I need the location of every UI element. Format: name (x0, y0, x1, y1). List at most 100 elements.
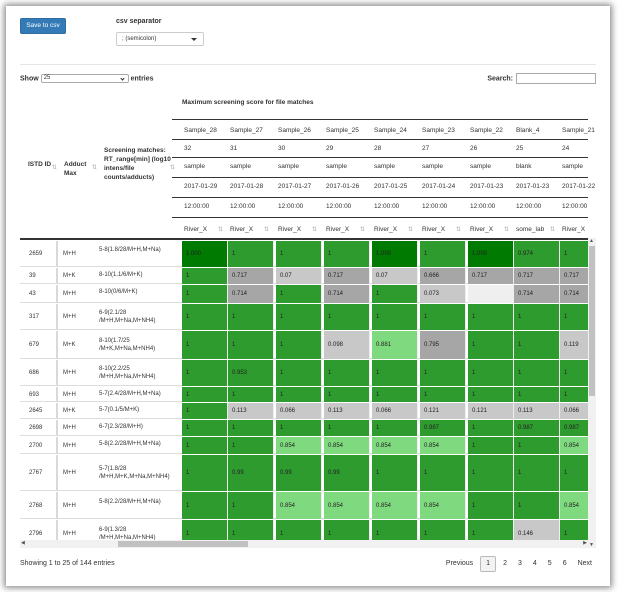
adduct-cell: M+H (63, 425, 76, 431)
sort-icon[interactable]: ⇅ (504, 227, 510, 233)
score-cell: 0.854 (420, 437, 466, 454)
adduct-max-header[interactable]: Adduct Max (64, 161, 87, 177)
header-rule (172, 217, 588, 218)
score-cell: 1 (468, 360, 514, 386)
score-cell: 0.714 (560, 285, 596, 303)
score-cell: 1 (182, 492, 228, 519)
header-sample-5: Sample_24 (374, 127, 407, 134)
score-cell: 0.717 (324, 268, 370, 284)
sort-icon[interactable]: ⇅ (408, 227, 414, 233)
score-cell (468, 285, 514, 303)
search-label: Search: (487, 75, 513, 83)
scroll-down-icon[interactable]: ▼ (589, 542, 594, 548)
score-cell: 1 (468, 387, 514, 402)
score-cell: 0.854 (324, 492, 370, 519)
scroll-left-icon[interactable]: ◀ (21, 540, 25, 546)
score-cell: 1 (228, 241, 274, 267)
table-row[interactable]: 693 M+H 5-7(2.4/28/M+H,M+Na) 1 1 1 1 1 1 1 1 1 (20, 387, 596, 402)
table-row[interactable]: 39 M+K 8-10(1.1/6/M+K) 1 0.717 0.07 0.717 0.07 0… (20, 268, 596, 284)
sort-icon[interactable]: ⇅ (312, 227, 318, 233)
page-button-5[interactable]: 5 (547, 560, 552, 567)
score-cell: 1 (372, 360, 418, 386)
istd-id-cell: 2767 (29, 470, 43, 476)
sort-icon[interactable]: ⇅ (360, 227, 366, 233)
score-cell: 1 (514, 387, 560, 402)
score-cell: 1 (372, 420, 418, 436)
score-cell: 0.066 (372, 403, 418, 419)
adduct-cell: M+H (63, 391, 76, 398)
header-sample-9: Sample_21 (562, 127, 595, 134)
horizontal-scrollbar[interactable]: ◀ ▶ (20, 540, 588, 548)
length-select[interactable]: 25 (40, 74, 129, 83)
scroll-up-icon[interactable]: ▲ (589, 238, 594, 244)
header-location-6[interactable]: River_X (422, 226, 446, 233)
adduct-cell: M+H (63, 291, 76, 297)
next-button[interactable]: Next (577, 560, 592, 567)
header-type-9: sample (562, 163, 583, 170)
table-row[interactable]: 2700 M+H 5-8(2.2/28/M+H,M+Na) 1 1 0.854 0.854 0… (20, 437, 596, 454)
page-button-3[interactable]: 3 (517, 560, 522, 567)
table-row[interactable]: 2698 M+H 6-7(2.3/28/M+H) 1 1 1 1 1 0.987 1 0.987 0.… (20, 420, 596, 436)
scroll-thumb[interactable] (118, 541, 248, 547)
header-location-2[interactable]: River_X (230, 226, 254, 233)
table-row[interactable]: 686 M+H 8-10(2.2/25 /M+H,M+Na,M+NH4) 1 0.953… (20, 360, 596, 386)
istd-id-cell: 2698 (29, 425, 43, 431)
screening-match-cell: 5-8(2.2/28/M+H,M+Na) (99, 498, 161, 505)
csv-separator-value: ; (semicolon) (122, 36, 157, 42)
header-location-4[interactable]: River_X (326, 226, 350, 233)
score-cell: 0.854 (372, 437, 418, 454)
header-type-1: sample (184, 163, 205, 170)
header-date-2: 2017-01-28 (230, 183, 264, 190)
search-input[interactable] (516, 73, 596, 84)
page-button-1[interactable]: 1 (480, 556, 497, 572)
header-scroll[interactable] (592, 94, 596, 118)
table-row[interactable]: 43 M+H 8-10(0/6/M+K) 1 0.714 1 0.714 1 0.073 0.71… (20, 285, 596, 303)
csv-separator-select[interactable]: ; (semicolon) (116, 32, 204, 46)
header-type-4: sample (326, 163, 347, 170)
table-row[interactable]: 2768 M+H 5-8(2.2/28/M+H,M+Na) 1 1 0.854 0.854 0… (20, 492, 596, 519)
page-button-4[interactable]: 4 (532, 560, 537, 567)
score-cell: 0.881 (372, 331, 418, 359)
header-location-3[interactable]: River_X (278, 226, 302, 233)
screening-matches-header[interactable]: Screening matches: RT_range[min] (log10 … (104, 147, 171, 181)
header-location-8[interactable]: some_lab (516, 226, 545, 233)
sort-icon[interactable]: ⇅ (456, 227, 462, 233)
screening-match-cell: 5-7(0.1/5/M+K) (99, 407, 140, 413)
score-cell: 1 (182, 420, 228, 436)
score-cell: 1 (182, 304, 228, 330)
scroll-right-icon[interactable]: ▶ (583, 540, 587, 546)
screening-match-cell: 5-7(1.8/28 /M+H,M+K,M+Na,M+NH4) (99, 466, 170, 480)
table-row[interactable]: 679 M+K 8-10(1.7/25 /M+K,M+Na,M+NH4) 1 1 1 0.0… (20, 331, 596, 359)
save-to-csv-button[interactable]: Save to csv (20, 18, 66, 34)
scroll-thumb[interactable] (589, 246, 595, 396)
header-location-1[interactable]: River_X (184, 226, 208, 233)
score-cell: 1 (372, 304, 418, 330)
page-button-6[interactable]: 6 (562, 560, 567, 567)
table-row[interactable]: 2645 M+K 5-7(0.1/5/M+K) 1 0.113 0.066 0.113 0.0… (20, 403, 596, 419)
istd-id-header[interactable]: ISTD ID (28, 161, 52, 168)
table-row[interactable]: 2659 M+H 5-8(1.8/28/M+H,M+Na) 1.000 1 1 1 1.000… (20, 241, 596, 267)
vertical-scrollbar[interactable]: ▲ ▼ (588, 238, 596, 548)
sort-icon[interactable]: ⇅ (264, 227, 270, 233)
sort-icon[interactable]: ⇅ (52, 165, 58, 171)
header-location-9[interactable]: River_X (562, 226, 586, 233)
sort-icon[interactable]: ⇅ (218, 227, 224, 233)
header-rule (172, 157, 588, 158)
istd-id-cell: 2796 (29, 530, 43, 537)
header-location-5[interactable]: River_X (374, 226, 398, 233)
score-cell: 1 (420, 241, 466, 267)
sort-icon[interactable]: ⇅ (550, 227, 556, 233)
sort-icon[interactable]: ⇅ (92, 165, 98, 171)
score-cell: 0.714 (324, 285, 370, 303)
score-cell: 1 (324, 360, 370, 386)
table-row[interactable]: 317 M+H 6-9(2.1/28 /M+H,M+Na,M+NH4) 1 1 1 1 1 1 1… (20, 304, 596, 330)
score-cell: 1 (420, 360, 466, 386)
page-button-2[interactable]: 2 (503, 560, 507, 567)
score-cell: 0.113 (228, 403, 274, 419)
header-location-7[interactable]: River_X (470, 226, 494, 233)
score-cell: 1 (514, 360, 560, 386)
table-row[interactable]: 2767 M+H 5-7(1.8/28 /M+H,M+K,M+Na,M+NH4) 1 0… (20, 455, 596, 491)
previous-button[interactable]: Previous (445, 560, 474, 567)
istd-id-cell: 693 (29, 391, 40, 398)
sort-icon[interactable]: ⇅ (170, 165, 176, 171)
